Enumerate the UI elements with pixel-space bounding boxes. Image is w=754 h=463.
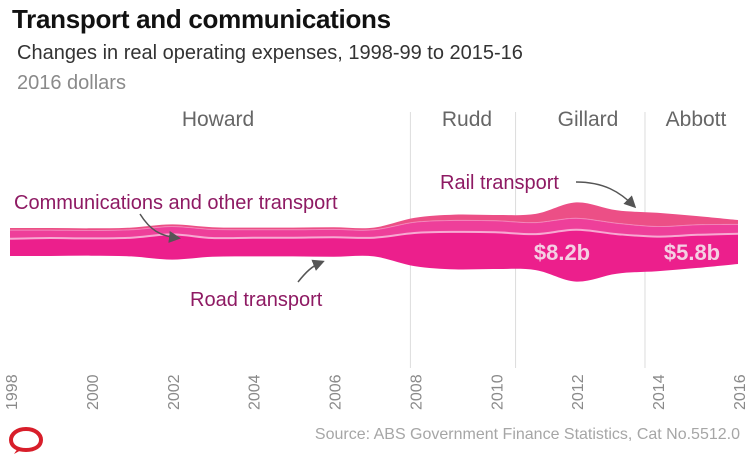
x-tick-label: 2014 [651,374,668,410]
x-tick-label: 2004 [247,374,264,410]
x-tick-label: 2002 [166,374,183,410]
series-label: Communications and other transport [14,192,338,214]
chart-subtitle: Changes in real operating expenses, 1998… [17,42,523,64]
chart-title: Transport and communications [12,4,391,34]
x-tick-label: 2012 [570,374,587,410]
series-divider-line-upper [9,217,739,232]
series-label: Road transport [190,289,323,311]
x-tick-label: 2010 [489,374,506,410]
era-label-gillard: Gillard [558,108,619,131]
series-label: Rail transport [440,172,559,194]
x-tick-label: 1998 [4,374,21,410]
x-tick-label: 2006 [328,374,345,410]
communications-arrow [139,213,181,243]
road-arrow [297,259,325,283]
value-callout-2015: $5.8b [664,240,720,265]
rail-transport-area [10,202,738,231]
x-tick-label: 2008 [408,374,425,410]
rail-arrow [575,181,637,209]
communications-area [10,218,738,239]
source-note: Source: ABS Government Finance Statistic… [314,426,740,443]
x-tick-label: 2016 [732,374,749,410]
series-divider-line [9,228,739,240]
era-label-abbott: Abbott [666,108,727,131]
x-tick-label: 2000 [85,374,102,410]
era-label-howard: Howard [182,108,254,131]
unit-label: 2016 dollars [17,72,126,94]
speech-bubble-logo-icon[interactable] [8,426,48,456]
road-transport-area [10,229,738,282]
era-label-rudd: Rudd [442,108,492,131]
value-callout-2012: $8.2b [534,240,590,265]
